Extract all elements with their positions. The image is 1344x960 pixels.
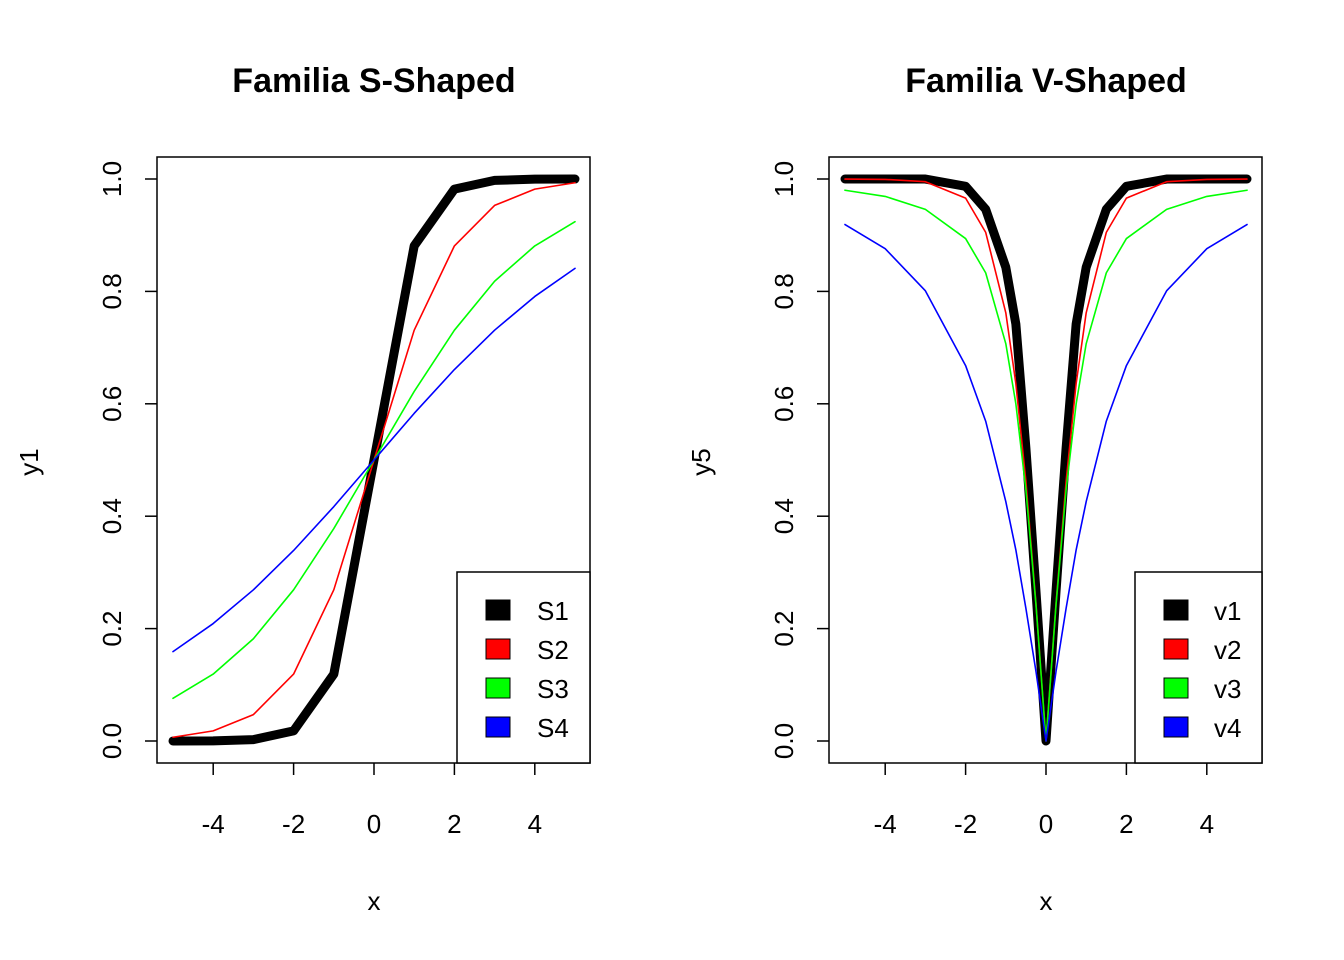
legend-swatch-v1	[1163, 599, 1189, 621]
legend-box	[456, 571, 591, 764]
legend-swatch-s1	[485, 599, 511, 621]
legend-label-s3: S3	[537, 674, 569, 704]
y-tick-label: 0.2	[97, 611, 127, 647]
chart-title: Familia S-Shaped	[232, 62, 515, 100]
y-axis-label: y5	[686, 448, 716, 475]
legend-box	[1134, 571, 1263, 764]
y-axis: 0.0 0.2 0.4 0.6 0.8 1.0	[769, 161, 829, 759]
y-tick-label: 0.4	[769, 498, 799, 534]
panel-v-shaped: Familia V-Shaped 0.0 0.2 0.4 0.6 0.8 1.0 -4 -2…	[686, 62, 1263, 916]
series-group	[840, 174, 1252, 746]
legend: v1 v2 v3 v4	[1134, 571, 1263, 764]
panel-s-shaped: Familia S-Shaped 0.0 0.2 0.4 0.6 0.8 1.0 -4 -2…	[14, 62, 591, 916]
y-tick-label: 1.0	[97, 161, 127, 197]
legend-swatch-s2	[485, 638, 511, 660]
x-tick-label: 4	[1200, 809, 1214, 839]
y-tick-label: 0.0	[769, 723, 799, 759]
legend-label-v2: v2	[1214, 635, 1241, 665]
legend-swatch-v2	[1163, 638, 1189, 660]
y-tick-label: 0.8	[97, 273, 127, 309]
x-axis-label: x	[1040, 886, 1053, 916]
x-tick-label: -4	[202, 809, 225, 839]
legend-label-v1: v1	[1214, 596, 1241, 626]
series-group	[168, 174, 580, 746]
y-tick-label: 0.6	[769, 386, 799, 422]
y-tick-label: 1.0	[769, 161, 799, 197]
legend-swatch-s3	[485, 677, 511, 699]
x-axis: -4 -2 0 2 4	[874, 763, 1214, 839]
legend-label-s4: S4	[537, 713, 569, 743]
legend-swatch-s4	[485, 716, 511, 738]
x-tick-label: 0	[1039, 809, 1053, 839]
y-tick-label: 0.6	[97, 386, 127, 422]
legend-label-s2: S2	[537, 635, 569, 665]
x-axis-label: x	[368, 886, 381, 916]
y-tick-label: 0.0	[97, 723, 127, 759]
x-tick-label: 4	[528, 809, 542, 839]
x-tick-label: -2	[954, 809, 977, 839]
legend-label-v4: v4	[1214, 713, 1241, 743]
series-line-s4	[172, 267, 576, 653]
y-tick-label: 0.4	[97, 498, 127, 534]
y-tick-label: 0.2	[769, 611, 799, 647]
x-tick-label: -2	[282, 809, 305, 839]
legend-label-v3: v3	[1214, 674, 1241, 704]
series-line-v4	[844, 223, 1248, 742]
x-tick-label: -4	[874, 809, 897, 839]
y-axis-label: y1	[14, 448, 44, 475]
y-tick-label: 0.8	[769, 273, 799, 309]
x-tick-label: 2	[447, 809, 461, 839]
x-axis: -4 -2 0 2 4	[202, 763, 542, 839]
x-tick-label: 2	[1119, 809, 1133, 839]
y-axis: 0.0 0.2 0.4 0.6 0.8 1.0	[97, 161, 157, 759]
legend-swatch-v3	[1163, 677, 1189, 699]
chart-title: Familia V-Shaped	[905, 62, 1187, 100]
x-tick-label: 0	[367, 809, 381, 839]
legend-swatch-v4	[1163, 716, 1189, 738]
legend: S1 S2 S3 S4	[456, 571, 591, 764]
legend-label-s1: S1	[537, 596, 569, 626]
